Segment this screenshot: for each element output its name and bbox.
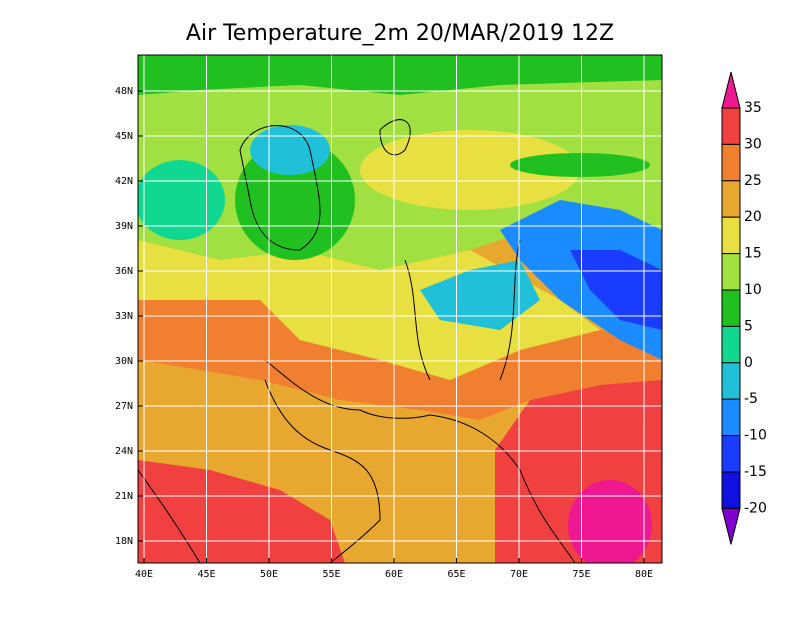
colorbar-box xyxy=(721,362,741,400)
colorbar-box xyxy=(721,471,741,509)
colorbar-box xyxy=(721,435,741,473)
colorbar-box xyxy=(721,253,741,291)
colorbar-box xyxy=(721,289,741,327)
lon-label: 55E xyxy=(322,569,340,580)
colorbar-label: 10 xyxy=(744,282,762,298)
map-title: Air Temperature_2m 20/MAR/2019 12Z xyxy=(186,21,614,46)
colorbar-label: 25 xyxy=(744,173,762,189)
colorbar-arrow-bottom xyxy=(721,507,741,545)
lat-label: 30N xyxy=(115,356,133,367)
lat-label: 42N xyxy=(115,176,133,187)
colorbar-label: 5 xyxy=(744,318,753,334)
lat-label: 24N xyxy=(115,446,133,457)
lon-label: 40E xyxy=(135,569,153,580)
colorbar-arrow-top xyxy=(721,71,741,109)
colorbar-box xyxy=(721,216,741,255)
lat-label: 21N xyxy=(115,491,133,502)
lon-label: 65E xyxy=(447,569,465,580)
colorbar-box xyxy=(721,143,741,182)
lat-label: 39N xyxy=(115,221,133,232)
axis-labels: 40E 45E 50E 55E 60E 65E 70E 75E 80E 48N 45N 42N 39N 3… xyxy=(115,86,653,580)
temperature-field xyxy=(138,55,662,563)
colorbar-label: -10 xyxy=(744,428,767,444)
colorbar-label: 15 xyxy=(744,246,762,262)
colorbar-label: 20 xyxy=(744,209,762,225)
colorbar-label: 0 xyxy=(744,355,753,371)
map-frame xyxy=(137,54,663,564)
lon-label: 75E xyxy=(572,569,590,580)
lon-label: 45E xyxy=(197,569,215,580)
colorbar: 35 30 25 20 15 10 5 0 -5 -10 -15 -20 xyxy=(721,71,767,545)
lon-label: 60E xyxy=(385,569,403,580)
colorbar-label: -20 xyxy=(744,500,767,516)
colorbar-label: 35 xyxy=(744,100,762,116)
colorbar-label: 30 xyxy=(744,136,762,152)
colorbar-box xyxy=(721,107,741,145)
lat-label: 36N xyxy=(115,266,133,277)
colorbar-label: -15 xyxy=(744,464,767,480)
colorbar-label: -5 xyxy=(744,391,758,407)
lat-label: 33N xyxy=(115,311,133,322)
colorbar-box xyxy=(721,180,741,218)
graticule xyxy=(138,55,662,563)
colorbar-box xyxy=(721,398,741,437)
lat-label: 48N xyxy=(115,86,133,97)
lon-label: 70E xyxy=(510,569,528,580)
colorbar-box xyxy=(721,325,741,364)
lat-label: 45N xyxy=(115,131,133,142)
lon-label: 50E xyxy=(260,569,278,580)
lon-label: 80E xyxy=(635,569,653,580)
lat-label: 18N xyxy=(115,536,133,547)
coastlines xyxy=(138,119,576,563)
lat-label: 27N xyxy=(115,401,133,412)
